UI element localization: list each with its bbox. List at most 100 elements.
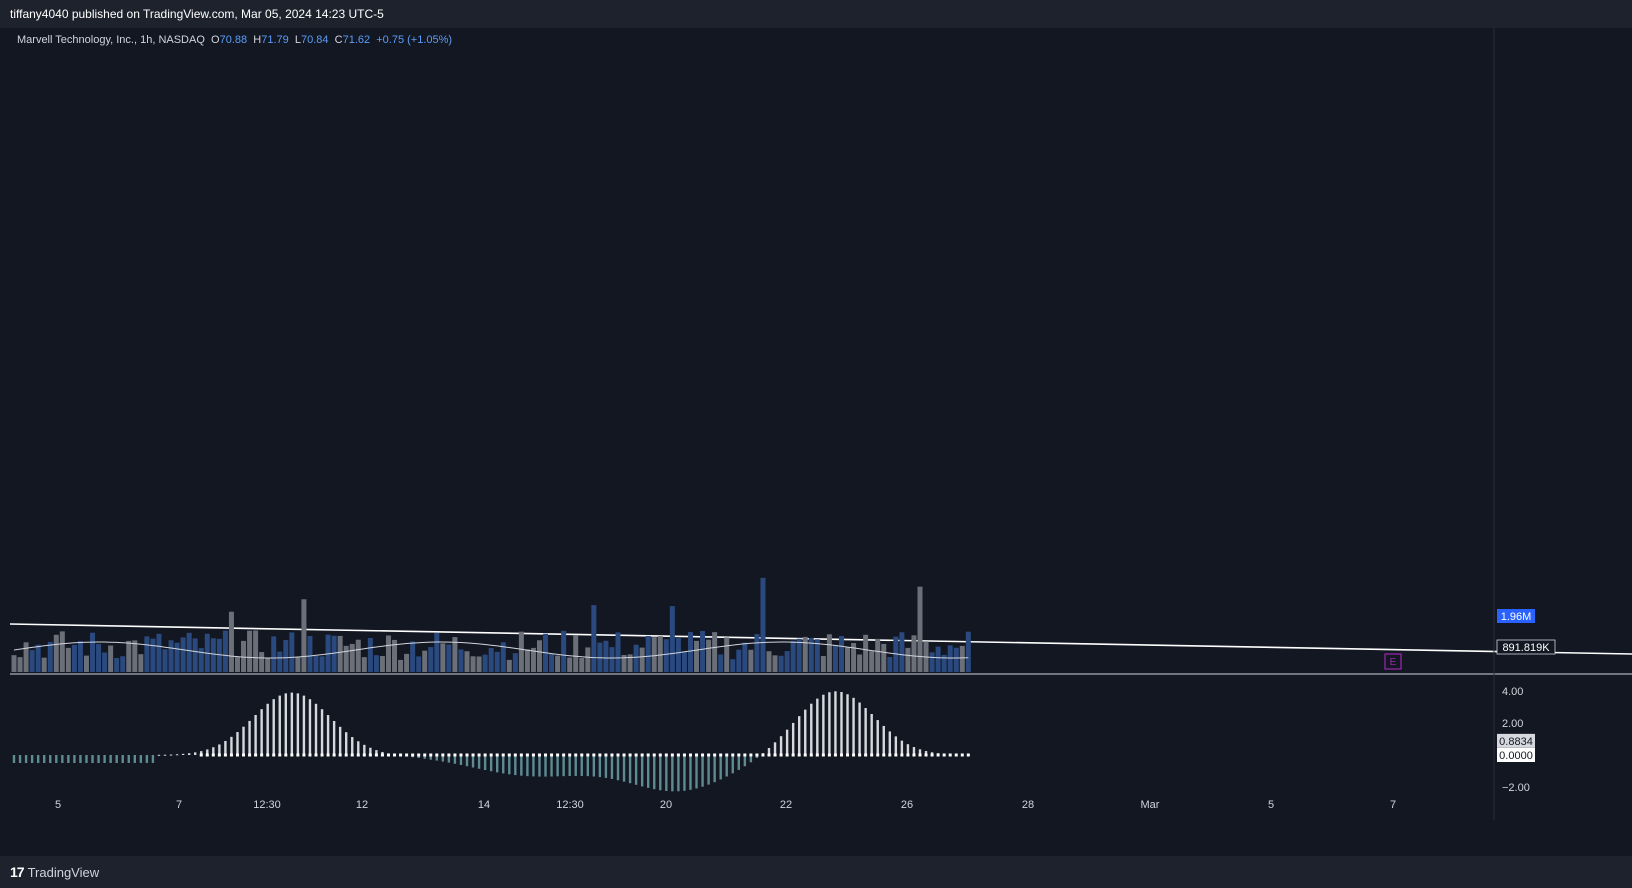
oscillator-bar (592, 755, 596, 777)
oscillator-dot (423, 753, 427, 757)
oscillator-dot (779, 753, 783, 757)
oscillator-dot (610, 753, 614, 757)
trendline-volume (9, 623, 1632, 655)
volume-bar (621, 654, 627, 672)
oscillator-dot (447, 753, 451, 757)
oscillator-bar (622, 755, 626, 782)
volume-bar (379, 655, 385, 672)
oscillator-bar (67, 755, 70, 763)
volume-bar (126, 640, 132, 672)
volume-bar (500, 642, 506, 672)
volume-bar (579, 657, 585, 672)
oscillator-bar (719, 755, 722, 780)
volume-bar (899, 632, 905, 672)
oscillator-dot (839, 753, 843, 757)
oscillator-dot (350, 753, 354, 757)
volume-bar (869, 651, 875, 672)
oscillator-dot (731, 753, 735, 757)
volume-bar (857, 654, 863, 672)
oscillator-dot (688, 753, 692, 757)
oscillator-bar (773, 742, 777, 755)
oscillator-bar (206, 749, 209, 755)
volume-bar (392, 639, 398, 672)
oscillator-bar (616, 755, 620, 781)
oscillator-bar (363, 744, 366, 755)
oscillator-dot (248, 753, 252, 757)
oscillator-bar (864, 708, 867, 755)
oscillator-dot (954, 753, 958, 757)
oscillator-bar (151, 755, 155, 763)
volume-bar (965, 631, 971, 672)
volume-bar (718, 654, 724, 672)
volume-bar (295, 657, 301, 672)
oscillator-bar (731, 755, 734, 774)
oscillator-bar (562, 755, 565, 777)
oscillator-dot (707, 753, 711, 757)
oscillator-dot (658, 753, 662, 757)
volume-bar (361, 657, 367, 672)
volume-bar (712, 632, 718, 672)
oscillator-dot (876, 753, 880, 757)
oscillator-dot (858, 753, 862, 757)
oscillator-bar (109, 755, 112, 763)
volume-bar (639, 647, 645, 672)
volume-bar (887, 657, 893, 672)
oscillator-bar (91, 755, 94, 763)
oscillator-dot (320, 753, 324, 757)
volume-bar (277, 651, 283, 672)
oscillator-bar (242, 726, 245, 755)
oscillator-bar (912, 747, 916, 755)
oscillator-dot (664, 753, 668, 757)
oscillator-dot (332, 753, 336, 757)
volume-tag-value: 1.96M (1501, 611, 1532, 623)
volume-tag-box (1497, 609, 1535, 623)
time-axis-label: 7 (1390, 799, 1396, 811)
oscillator-bar (580, 755, 583, 776)
oscillator-bar (423, 755, 426, 759)
oscillator-bar (381, 751, 384, 755)
oscillator-bar (665, 755, 668, 791)
volume-bar (796, 638, 802, 672)
oscillator-dot (429, 753, 433, 757)
oscillator-dot (519, 753, 523, 757)
volume-bar (724, 637, 730, 672)
brand-name: TradingView (27, 864, 100, 880)
price-chart[interactable]: 80.0078.0076.0074.0072.0071.0070.0069.00… (0, 28, 1632, 856)
oscillator-dot (676, 753, 680, 757)
oscillator-tag-box (1497, 748, 1535, 762)
oscillator-bar (640, 755, 644, 787)
volume-bar (11, 655, 17, 672)
oscillator-bar (459, 755, 463, 765)
time-axis-label: 5 (55, 799, 61, 811)
time-axis-label: 5 (1268, 799, 1274, 811)
oscillator-dot (701, 753, 705, 757)
oscillator-tag-value: 0.0000 (1499, 750, 1533, 762)
time-axis-label: 14 (478, 799, 490, 811)
oscillator-bar (351, 737, 354, 755)
oscillator-bar (345, 732, 348, 755)
volume-bar (144, 636, 150, 672)
volume-bar (464, 651, 470, 672)
oscillator-dot (682, 753, 686, 757)
volume-bar (905, 647, 911, 672)
volume-bar (283, 640, 289, 672)
volume-bar (422, 650, 428, 672)
oscillator-dot (640, 753, 644, 757)
volume-bar (198, 648, 204, 672)
oscillator-dot (568, 753, 572, 757)
volume-bar (241, 640, 247, 672)
volume-bar (917, 586, 923, 672)
volume-bar (132, 640, 138, 672)
volume-bar (150, 638, 156, 672)
volume-bar (180, 637, 186, 672)
tradingview-logo[interactable]: 17 TradingView (10, 864, 99, 880)
oscillator-dot (235, 753, 239, 757)
volume-bar (114, 658, 120, 672)
volume-bar (645, 635, 651, 672)
oscillator-dot (477, 753, 481, 757)
oscillator-dot (465, 753, 469, 757)
oscillator-tag: 0.0000 (1497, 748, 1535, 762)
oscillator-bar (326, 715, 330, 755)
oscillator-dot (616, 753, 620, 757)
oscillator-dot (483, 753, 487, 757)
